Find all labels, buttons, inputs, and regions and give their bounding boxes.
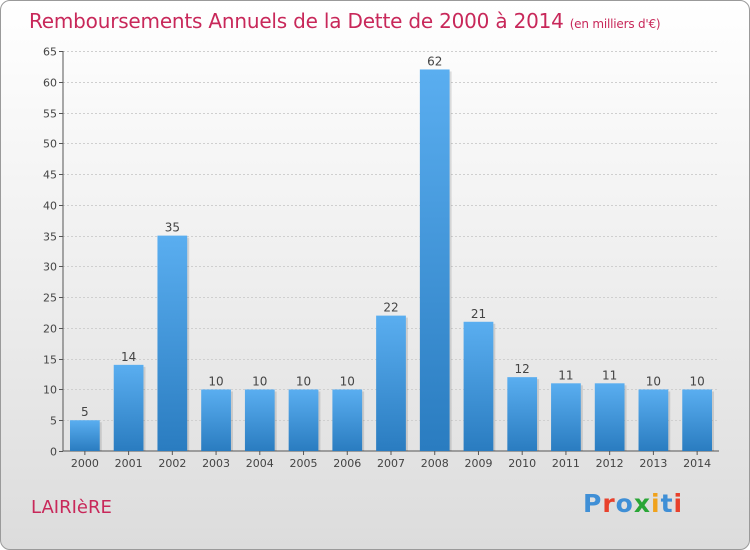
x-tick-label-2011: 2011	[552, 457, 580, 470]
x-tick-label-2000: 2000	[71, 457, 99, 470]
bar-2014	[682, 389, 713, 451]
x-tick-label-2009: 2009	[464, 457, 492, 470]
x-tick-label-2013: 2013	[639, 457, 667, 470]
data-label-2005: 10	[296, 374, 311, 388]
x-tick-label-2005: 2005	[290, 457, 318, 470]
proxiti-logo: Proxiti	[583, 489, 683, 518]
data-label-2013: 10	[646, 374, 661, 388]
y-tick-label: 10	[43, 384, 57, 397]
x-tick-label-2001: 2001	[115, 457, 143, 470]
chart-subtitle: (en milliers d'€)	[569, 17, 661, 31]
y-tick-label: 55	[43, 108, 57, 121]
commune-name: LAIRIèRE	[31, 497, 112, 518]
y-tick-label: 30	[43, 261, 57, 274]
logo-letter: i	[673, 489, 684, 518]
y-tick-label: 40	[43, 200, 57, 213]
data-label-2007: 22	[383, 301, 398, 315]
data-label-2006: 10	[340, 374, 355, 388]
bar-2008	[419, 69, 450, 451]
y-tick-label: 35	[43, 231, 57, 244]
bar-2006	[332, 389, 363, 451]
data-label-2014: 10	[689, 374, 704, 388]
x-tick-label-2014: 2014	[683, 457, 711, 470]
data-label-2009: 21	[471, 307, 486, 321]
x-tick-label-2012: 2012	[596, 457, 624, 470]
logo-letter: t	[660, 489, 674, 518]
x-tick-label-2007: 2007	[377, 457, 405, 470]
y-tick-label: 25	[43, 292, 57, 305]
x-tick-label-2004: 2004	[246, 457, 274, 470]
bar-2005	[288, 389, 319, 451]
data-label-2004: 10	[252, 374, 267, 388]
logo-letter: x	[633, 489, 651, 518]
x-axis: 2000 2001 2002 2003 2004 2005 2006 2007 2008 2009…	[71, 451, 711, 470]
x-tick-label-2002: 2002	[158, 457, 186, 470]
bar-2004	[244, 389, 275, 451]
x-tick-label-2006: 2006	[333, 457, 361, 470]
bars: 5 14 35 10 10 10 10 22 62 21 12 11 11 10 10	[69, 54, 715, 451]
bar-2012	[594, 383, 625, 451]
bar-2003	[201, 389, 231, 451]
data-label-2012: 11	[602, 368, 617, 382]
bar-2007	[376, 315, 406, 451]
bar-2011	[551, 383, 581, 451]
logo-letter: r	[602, 489, 616, 518]
y-tick-label: 15	[43, 354, 57, 367]
y-axis: 0 5 10 15 20 25 30 35 40 45 50 55 60 65	[43, 46, 719, 459]
bar-2000	[69, 420, 100, 451]
logo-letter: o	[615, 489, 634, 518]
data-label-2010: 12	[515, 362, 530, 376]
data-label-2008: 62	[427, 54, 442, 68]
y-tick-label: 20	[43, 323, 57, 336]
y-tick-label: 65	[43, 46, 57, 59]
data-label-2000: 5	[81, 405, 89, 419]
bar-2002	[157, 235, 188, 451]
logo-letter: i	[651, 489, 661, 518]
y-tick-label: 45	[43, 169, 57, 182]
chart-title: Remboursements Annuels de la Dette de 20…	[29, 9, 661, 33]
y-tick-label: 0	[50, 446, 57, 459]
data-label-2002: 35	[165, 221, 180, 235]
bar-2013	[638, 389, 669, 451]
y-tick-label: 5	[50, 415, 57, 428]
data-label-2011: 11	[558, 368, 573, 382]
y-tick-label: 50	[43, 138, 57, 151]
bar-2001	[113, 364, 144, 451]
bar-2009	[463, 321, 494, 451]
x-tick-label-2003: 2003	[202, 457, 230, 470]
y-tick-label: 60	[43, 77, 57, 90]
x-tick-label-2010: 2010	[508, 457, 536, 470]
x-tick-label-2008: 2008	[421, 457, 449, 470]
chart-title-text: Remboursements Annuels de la Dette de 20…	[29, 9, 564, 33]
logo-letter: P	[583, 489, 603, 518]
data-label-2001: 14	[121, 350, 136, 364]
bar-2010	[507, 377, 538, 451]
data-label-2003: 10	[208, 374, 223, 388]
